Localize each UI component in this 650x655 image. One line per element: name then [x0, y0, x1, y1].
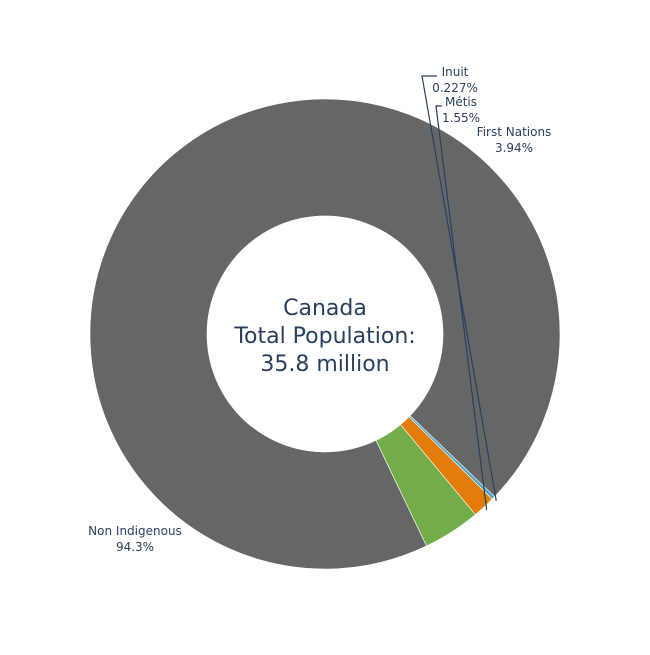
leader-line-inuit: [421, 75, 497, 501]
leader-lines: [421, 75, 497, 511]
slice-non-indigenous: [89, 98, 561, 570]
center-subtitle: Total Population:: [233, 324, 415, 349]
slice-value-first-nations: 3.94%: [495, 141, 533, 155]
slice-label-first-nations: First Nations: [477, 125, 552, 139]
slices-layer: [89, 98, 561, 570]
center-title: Canada: [283, 296, 367, 321]
slice-labels: Non Indigenous 94.3% Inuit 0.227%Métis 1.55%…: [88, 65, 551, 554]
slice-value-inuit: 0.227%: [432, 81, 478, 95]
center-value: 35.8 million: [260, 352, 389, 377]
slice-value-non-indigenous: 94.3%: [116, 540, 154, 554]
slice-first-nations: [375, 424, 476, 547]
slice-label-m-tis: Métis: [445, 95, 477, 109]
slice-label-inuit: Inuit: [442, 65, 469, 79]
slice-label-non-indigenous: Non Indigenous: [88, 524, 182, 538]
slice-value-m-tis: 1.55%: [442, 111, 480, 125]
leader-line-m-tis: [435, 105, 488, 511]
